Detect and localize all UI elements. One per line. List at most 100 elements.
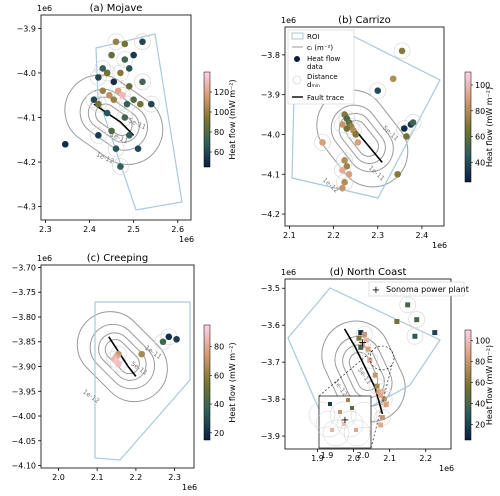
heat-flow-point	[376, 389, 382, 395]
inset-sonoma-marker: +	[341, 415, 349, 426]
contour-label: 5e-11	[356, 366, 373, 386]
x-tick-label: 2.3	[168, 473, 181, 482]
distance-circle	[94, 60, 112, 77]
y-tick-label: −3.80	[11, 313, 36, 322]
heat-flow-point	[319, 139, 326, 146]
heat-flow-point	[114, 87, 122, 95]
x-tick-label: 2.3	[39, 225, 52, 234]
contour-line	[342, 344, 385, 399]
x-tick-label: 1.9	[311, 454, 324, 463]
heat-flow-point	[379, 389, 385, 395]
y-offset-label: 1e6	[281, 16, 296, 25]
heat-flow-point	[165, 333, 173, 341]
sonoma-marker: +	[358, 336, 367, 349]
roi-polygon	[94, 301, 191, 461]
y-tick-label: −3.9	[261, 91, 280, 100]
heat-flow-point	[95, 74, 102, 81]
colorbar-label: Heat flow (mW m⁻²)	[228, 79, 237, 159]
colorbar-tick-label: 80	[214, 128, 224, 137]
heat-flow-point	[125, 65, 133, 72]
colorbar-tick-label: 80	[214, 343, 224, 352]
distance-circle	[369, 82, 387, 100]
distance-circle	[85, 91, 103, 109]
svg-text:+: +	[372, 285, 380, 296]
heat-flow-point	[117, 163, 124, 170]
colorbar	[464, 71, 472, 183]
distance-circle	[118, 95, 136, 113]
heat-flow-point	[130, 51, 137, 59]
contour-line	[64, 74, 164, 165]
y-tick-label: −3.75	[11, 288, 36, 297]
y-tick-label: −3.8	[261, 395, 280, 404]
heat-flow-point	[99, 65, 107, 72]
colorbar-tick-label: 100	[214, 108, 229, 117]
distance-circle	[406, 327, 424, 345]
colorbar-tick-label: 20	[214, 429, 224, 438]
distance-circle	[98, 64, 116, 82]
panel-title: (c) Creeping	[87, 253, 148, 264]
heat-flow-point	[345, 170, 353, 178]
colorbar-tick-label: 60	[214, 371, 224, 380]
heat-flow-point	[409, 119, 417, 126]
fault-trace	[93, 103, 135, 136]
distance-circle	[114, 86, 131, 104]
x-tick-label: 2.4	[83, 225, 96, 234]
y-tick-label: −3.95	[11, 387, 36, 396]
x-tick-label: 2.0	[347, 454, 360, 463]
legend-heat-flow-2: data	[307, 63, 323, 71]
fault-trace	[343, 328, 384, 415]
inset-point	[342, 422, 346, 426]
colorbar-tick-label: 100	[475, 81, 490, 90]
heat-flow-point	[121, 40, 129, 48]
heat-flow-point	[414, 317, 420, 323]
x-offset-label: 1e6	[432, 241, 447, 250]
heat-flow-point	[90, 96, 98, 103]
inset-x-tick: 1.9	[321, 451, 334, 460]
contour-line	[76, 311, 168, 403]
contour-label: 1e-12	[81, 388, 101, 405]
contour-line	[87, 96, 140, 143]
heat-flow-point	[110, 96, 118, 103]
heat-flow-point	[123, 100, 131, 108]
y-tick-label: −4.10	[11, 462, 36, 471]
heat-flow-point	[403, 133, 410, 140]
heat-flow-point	[119, 91, 126, 99]
distance-circle	[404, 114, 422, 131]
x-tick-label: 2.3	[371, 231, 384, 240]
contour-label: 1e-12	[332, 378, 349, 398]
heat-flow-point	[352, 131, 359, 138]
heat-flow-point	[341, 157, 348, 164]
x-offset-label: 1e6	[182, 483, 197, 492]
heat-flow-point	[139, 78, 146, 86]
legend-distance: Distance	[307, 73, 338, 81]
panel-title: (b) Carrizo	[338, 15, 391, 26]
contour-label: 1e-11	[367, 164, 386, 183]
heat-flow-point	[372, 372, 378, 378]
heat-flow-point	[405, 302, 411, 308]
heat-flow-point	[139, 38, 146, 46]
roi-polygon	[95, 33, 183, 211]
colorbar-tick-label: 40	[214, 400, 224, 409]
colorbar-tick-label: 80	[475, 357, 485, 366]
heat-flow-point	[138, 350, 146, 358]
y-tick-label: −3.9	[17, 24, 36, 33]
distance-circle	[107, 140, 125, 158]
heat-flow-point	[125, 83, 133, 90]
heat-flow-point	[378, 422, 384, 428]
y-tick-label: −4.05	[11, 437, 36, 446]
heat-flow-point	[400, 125, 408, 132]
panel-4: 1e-125e-111e-11+1.92.02.12.2−3.5−3.6−3.7…	[261, 267, 494, 473]
sonoma-legend: + Sonoma power plant	[368, 281, 469, 297]
heat-flow-point	[61, 140, 69, 148]
inset-map: +1.9 2.0	[308, 345, 395, 460]
distance-circle	[90, 95, 107, 113]
x-tick-label: 2.2	[419, 454, 432, 463]
x-tick-label: 2.4	[416, 231, 429, 240]
colorbar-tick-label: 40	[475, 399, 485, 408]
legend-fault: Fault trace	[307, 94, 344, 102]
y-offset-label: 1e6	[37, 254, 52, 263]
heat-flow-point	[95, 100, 102, 108]
heat-flow-point	[383, 402, 389, 408]
